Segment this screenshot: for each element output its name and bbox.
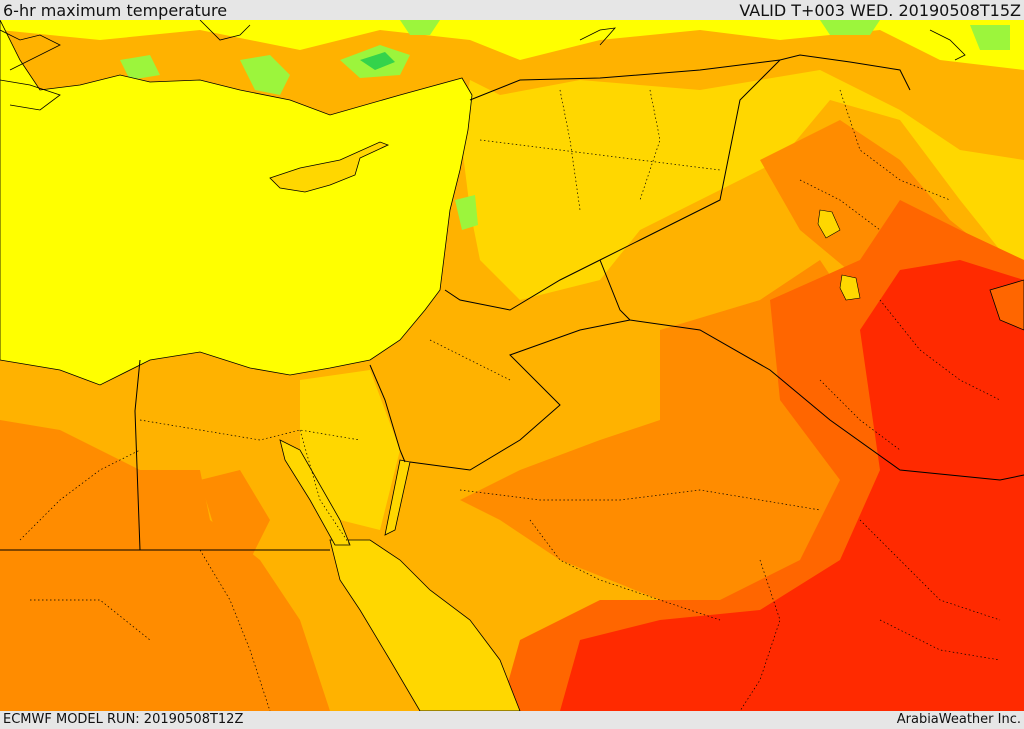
country-borders <box>0 54 1024 551</box>
zone-cool-4 <box>400 20 440 35</box>
lake-2 <box>839 274 861 301</box>
border-syria-jordan <box>444 259 601 311</box>
gulf-of-suez <box>279 439 351 546</box>
border-jordan-east <box>599 259 1024 481</box>
zone-west-orange-2 <box>200 470 270 560</box>
zone-west-orange <box>0 420 330 711</box>
footer-bar: ECMWF MODEL RUN: 20190508T12Z ArabiaWeat… <box>0 711 1024 729</box>
lake-1 <box>817 209 841 239</box>
temperature-map <box>0 20 1024 711</box>
aegean-coastlines <box>0 20 966 111</box>
credit-label: ArabiaWeather Inc. <box>896 712 1021 727</box>
zone-sinai-yellow <box>300 370 400 530</box>
persian-gulf <box>989 279 1024 331</box>
zone-north-yellow <box>0 20 1024 70</box>
map-svg <box>0 20 1024 711</box>
valid-time: VALID T+003 WED. 20190508T15Z <box>739 1 1021 20</box>
zone-cool-8 <box>455 195 478 230</box>
province-borders <box>19 89 1001 711</box>
border-jordan-saudi <box>409 319 631 471</box>
mediterranean-sea <box>0 20 473 386</box>
zone-arabia-orange <box>460 260 870 600</box>
zone-north-warm <box>0 20 1024 300</box>
zone-cool-3 <box>360 52 395 70</box>
border-egypt-libya <box>134 359 141 551</box>
border-egypt-israel <box>369 364 406 463</box>
zone-cool-1 <box>240 55 290 95</box>
zone-cool-7 <box>120 55 160 80</box>
model-run-label: ECMWF MODEL RUN: 20190508T12Z <box>3 712 244 727</box>
zone-cool-6 <box>970 25 1010 50</box>
zone-east-hottest <box>560 260 1024 711</box>
gulf-of-aqaba <box>384 459 411 536</box>
cyprus-island <box>269 141 390 193</box>
map-title: 6-hr maximum temperature <box>3 1 228 20</box>
border-syria-iraq <box>599 59 781 261</box>
red-sea <box>329 539 521 711</box>
header-bar: 6-hr maximum temperature VALID T+003 WED… <box>0 0 1024 20</box>
zone-cool-5 <box>820 20 880 35</box>
